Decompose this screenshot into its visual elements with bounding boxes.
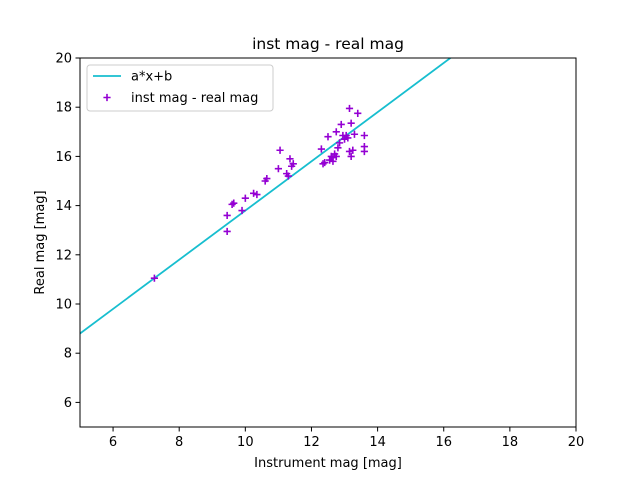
y-tick-label: 12: [55, 248, 72, 263]
y-tick-label: 18: [55, 101, 72, 116]
scatter-point: [345, 147, 354, 156]
fit-line-group: [80, 58, 452, 335]
scatter-point: [289, 160, 297, 168]
scatter-point: [150, 274, 158, 282]
scatter-point: [337, 120, 345, 129]
scatter-point: [360, 131, 368, 140]
y-axis-label: Real mag [mag]: [33, 190, 48, 294]
x-axis-label: Instrument mag [mag]: [254, 456, 402, 471]
fit-line: [80, 58, 452, 335]
y-tick-label: 8: [64, 347, 72, 362]
x-tick-label: 12: [303, 435, 320, 450]
x-tick-label: 14: [369, 435, 386, 450]
x-tick-label: 6: [109, 435, 117, 450]
scatter-point: [347, 119, 355, 127]
scatter-point: [274, 165, 282, 173]
scatter-point: [324, 133, 332, 141]
scatter-point: [332, 128, 340, 136]
scatter-point: [223, 227, 231, 236]
x-axis: 6 8 10 12 14 16 18 20: [109, 427, 584, 450]
scatter-point: [223, 211, 231, 220]
scatter-point: [360, 147, 368, 156]
y-tick-label: 20: [55, 52, 72, 67]
scatter-point: [345, 104, 354, 113]
y-tick-label: 10: [55, 298, 72, 313]
scatter-point: [354, 109, 362, 117]
x-tick-label: 10: [237, 435, 254, 450]
scatter-point: [263, 174, 271, 183]
legend-marker: [103, 93, 111, 102]
scatter-point: [230, 199, 238, 207]
scatter-point: [329, 154, 337, 162]
scatter-point: [335, 139, 344, 147]
scatter-point: [276, 146, 284, 154]
chart-title: inst mag - real mag: [252, 35, 404, 53]
scatter-point: [241, 194, 249, 202]
scatter-point: [347, 152, 355, 160]
legend: a*x+b inst mag - real mag: [86, 64, 274, 112]
scatter-point: [238, 206, 246, 215]
scatter-series: [150, 104, 368, 282]
y-tick-label: 14: [55, 199, 72, 214]
y-axis: 6 8 10 12 14 16 18 20: [55, 52, 80, 411]
scatter-point: [332, 152, 340, 160]
scatter-point: [253, 190, 261, 199]
plot-area: [79, 57, 577, 428]
y-tick-label: 16: [55, 150, 72, 165]
scatter-point: [350, 130, 359, 138]
x-tick-label: 20: [568, 435, 585, 450]
x-tick-label: 8: [175, 435, 183, 450]
y-tick-label: 6: [64, 396, 72, 411]
scatter-point: [317, 145, 325, 153]
legend-box: [86, 64, 274, 112]
scatter-point: [250, 189, 258, 197]
scatter-point: [286, 155, 294, 163]
scatter-point: [284, 172, 292, 180]
x-tick-label: 16: [435, 435, 452, 450]
legend-label-scatter: inst mag - real mag: [131, 91, 258, 106]
x-tick-label: 18: [502, 435, 519, 450]
scatter-point: [349, 146, 357, 154]
scatter-point: [334, 144, 342, 152]
legend-label-fit-line: a*x+b: [131, 70, 172, 85]
scatter-point: [344, 134, 352, 142]
legend-swatch-scatter: [103, 93, 111, 102]
scatter-point: [340, 135, 349, 143]
scatter-point: [321, 158, 329, 167]
plot-frame: [79, 57, 577, 428]
